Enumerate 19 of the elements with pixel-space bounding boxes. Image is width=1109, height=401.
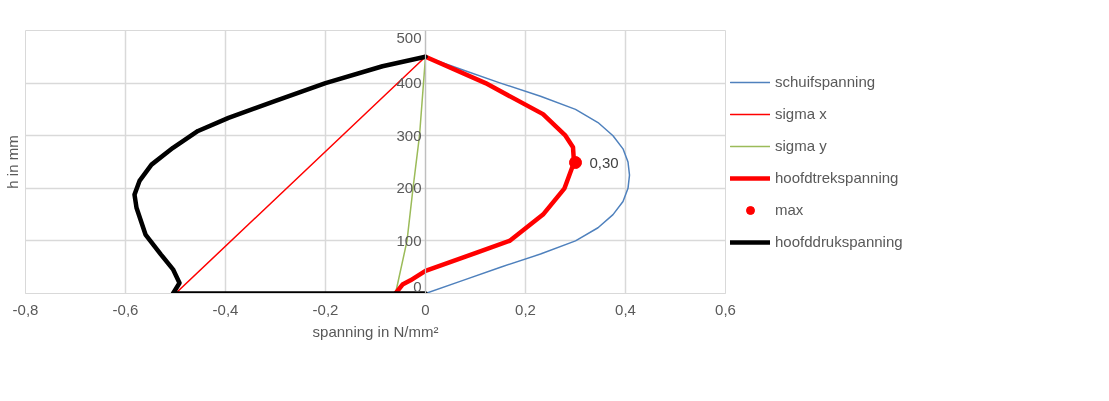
annotation: 0,30 bbox=[589, 153, 619, 171]
legend-label: hoofdtrekspanning bbox=[775, 169, 899, 186]
legend-label: max bbox=[775, 201, 804, 218]
legend-label: schuifspanning bbox=[775, 73, 876, 90]
legend-label: sigma x bbox=[775, 105, 827, 122]
y-axis-title: h in mm bbox=[3, 135, 21, 189]
x-tick-label: 0,4 bbox=[615, 300, 636, 318]
x-tick-label: -0,2 bbox=[312, 300, 339, 318]
y-tick-label: 400 bbox=[396, 74, 422, 92]
y-tick-label: 0 bbox=[413, 277, 422, 295]
x-axis-title: spanning in N/mm² bbox=[312, 322, 439, 340]
x-tick-label: -0,6 bbox=[112, 300, 139, 318]
x-tick-label: 0,6 bbox=[715, 300, 736, 318]
legend-label: hoofddrukspanning bbox=[775, 233, 903, 250]
legend-label: sigma y bbox=[775, 137, 827, 154]
y-tick-label: 500 bbox=[396, 28, 422, 46]
x-tick-label: -0,4 bbox=[212, 300, 239, 318]
x-tick-label: 0,2 bbox=[515, 300, 536, 318]
x-tick-label: -0,8 bbox=[12, 300, 39, 318]
